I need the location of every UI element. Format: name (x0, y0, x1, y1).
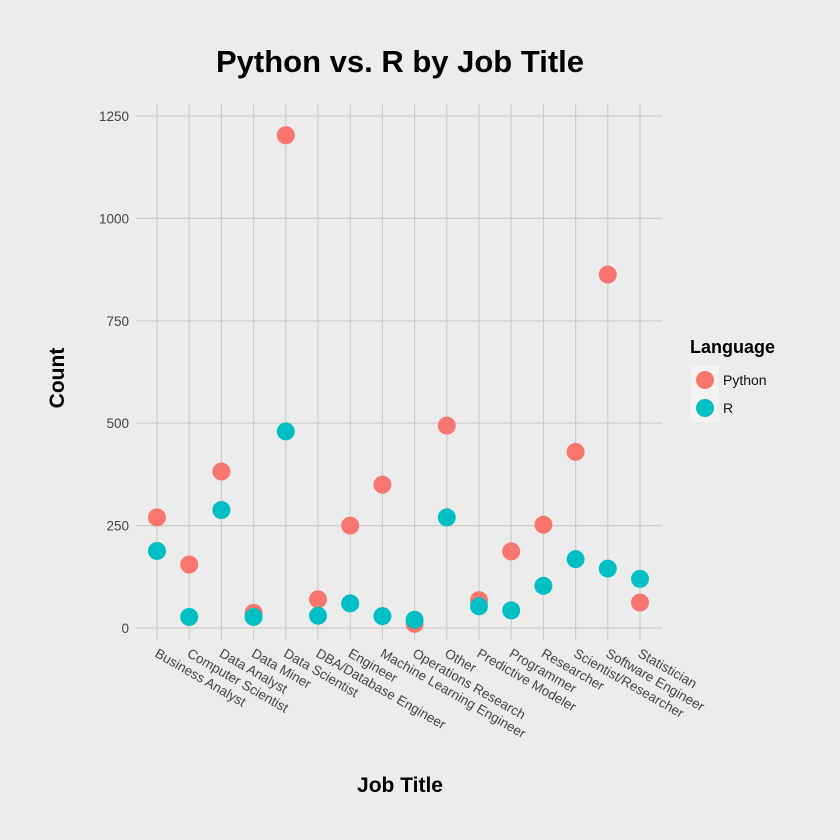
data-point-r (437, 508, 456, 527)
data-point-python (373, 475, 392, 494)
legend-key-r (696, 399, 714, 417)
data-point-r (244, 607, 263, 626)
y-tick-label: 250 (106, 519, 129, 534)
y-tick-label: 500 (106, 416, 129, 431)
y-tick-label: 1000 (99, 211, 129, 226)
legend-key-python (696, 371, 714, 389)
data-point-r (373, 607, 392, 626)
data-point-python (148, 508, 166, 527)
data-point-r (276, 422, 295, 441)
data-point-python (276, 126, 295, 145)
data-point-r (470, 597, 488, 616)
legend-label-python: Python (723, 372, 767, 388)
data-point-r (148, 541, 166, 560)
legend-title: Language (690, 337, 775, 357)
y-gridlines (136, 115, 662, 629)
data-point-python (341, 516, 360, 535)
y-tick-label: 1250 (99, 109, 129, 124)
y-axis-title: Count (46, 348, 69, 409)
x-axis-title: Job Title (357, 774, 443, 797)
data-point-r (631, 569, 649, 588)
data-point-r (405, 610, 424, 629)
data-point-r (180, 607, 199, 626)
legend: Language Python R (690, 337, 775, 422)
data-point-python (180, 555, 199, 574)
data-point-python (309, 590, 327, 609)
data-point-r (598, 559, 617, 578)
data-point-python (502, 542, 521, 561)
data-point-r (566, 550, 585, 569)
data-point-r (309, 606, 327, 625)
x-gridlines (156, 104, 641, 640)
data-point-r (534, 576, 553, 595)
legend-label-r: R (723, 400, 733, 416)
data-point-python (534, 515, 553, 534)
y-tick-labels: 0 250 500 750 1000 1250 (99, 109, 129, 636)
y-tick-label: 0 (121, 621, 129, 636)
data-point-r (502, 601, 521, 620)
data-point-r (212, 501, 231, 520)
data-points (148, 126, 649, 633)
data-point-python (631, 593, 649, 612)
data-point-python (566, 442, 585, 461)
data-point-python (212, 462, 231, 481)
data-point-python (598, 265, 617, 284)
y-tick-label: 750 (106, 314, 129, 329)
data-point-r (341, 594, 360, 613)
data-point-python (437, 416, 456, 435)
legend-items: Python R (691, 366, 767, 422)
chart-title: Python vs. R by Job Title (216, 44, 584, 79)
